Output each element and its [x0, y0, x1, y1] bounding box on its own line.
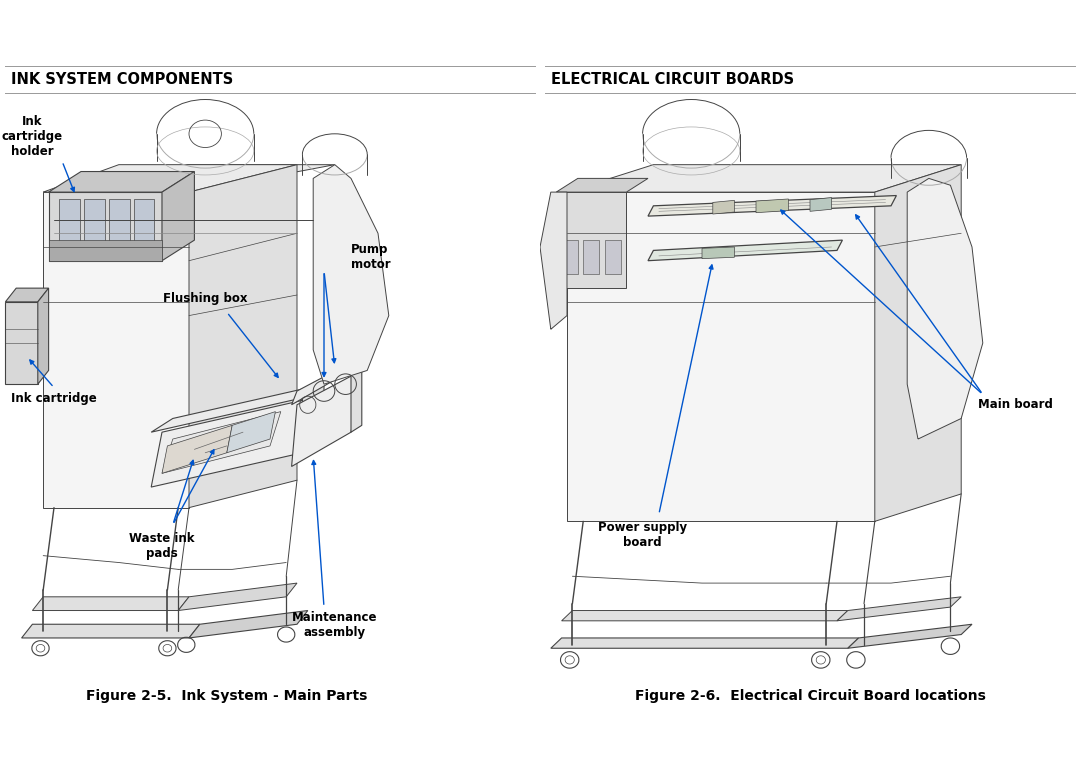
Polygon shape — [292, 371, 362, 466]
Polygon shape — [49, 240, 162, 261]
Text: Flushing box: Flushing box — [163, 292, 247, 305]
Polygon shape — [49, 172, 194, 192]
Polygon shape — [351, 357, 362, 432]
Polygon shape — [605, 240, 621, 275]
Polygon shape — [49, 192, 162, 261]
PathPatch shape — [540, 192, 567, 330]
Text: Maintenance
assembly: Maintenance assembly — [292, 610, 378, 639]
Text: Ink
cartridge
holder: Ink cartridge holder — [2, 114, 63, 158]
Polygon shape — [292, 357, 362, 404]
Polygon shape — [43, 165, 297, 192]
Polygon shape — [875, 165, 961, 521]
Polygon shape — [162, 425, 232, 473]
Polygon shape — [756, 199, 788, 213]
Polygon shape — [151, 398, 313, 487]
Polygon shape — [162, 172, 194, 261]
Polygon shape — [43, 192, 189, 507]
Polygon shape — [567, 165, 961, 192]
Text: Revision B: Revision B — [998, 14, 1071, 27]
Text: Figure 2-5.  Ink System - Main Parts: Figure 2-5. Ink System - Main Parts — [86, 689, 367, 703]
Text: 59: 59 — [1054, 739, 1071, 752]
Text: Main board: Main board — [977, 398, 1053, 411]
Text: EPSON Stylus Pro 7000: EPSON Stylus Pro 7000 — [9, 14, 172, 27]
Polygon shape — [551, 638, 859, 649]
Polygon shape — [837, 597, 961, 621]
Text: ELECTRICAL CIRCUIT BOARDS: ELECTRICAL CIRCUIT BOARDS — [551, 72, 794, 87]
Text: INK SYSTEM COMPONENTS: INK SYSTEM COMPONENTS — [11, 72, 233, 87]
Polygon shape — [562, 610, 848, 621]
Polygon shape — [5, 302, 38, 385]
Polygon shape — [227, 411, 275, 452]
Polygon shape — [22, 624, 200, 638]
Polygon shape — [702, 247, 734, 259]
Polygon shape — [32, 597, 189, 610]
Polygon shape — [162, 411, 281, 473]
Polygon shape — [178, 583, 297, 610]
Polygon shape — [848, 624, 972, 649]
Polygon shape — [713, 201, 734, 214]
Text: Component List & Illustrations: Component List & Illustrations — [432, 739, 648, 752]
Polygon shape — [810, 198, 832, 211]
Polygon shape — [562, 240, 578, 275]
Polygon shape — [151, 385, 324, 432]
Text: Figure 2-6.  Electrical Circuit Board locations: Figure 2-6. Electrical Circuit Board loc… — [635, 689, 985, 703]
Polygon shape — [567, 192, 875, 521]
Polygon shape — [583, 240, 599, 275]
Polygon shape — [84, 199, 105, 250]
Polygon shape — [189, 610, 308, 638]
Polygon shape — [302, 385, 324, 452]
Text: Operating Principles: Operating Principles — [9, 739, 152, 752]
Polygon shape — [43, 165, 335, 192]
Text: Waste ink
pads: Waste ink pads — [130, 532, 194, 559]
Text: Ink cartridge: Ink cartridge — [11, 392, 96, 405]
Polygon shape — [38, 288, 49, 385]
Polygon shape — [109, 199, 130, 250]
Text: Power supply
board: Power supply board — [598, 521, 687, 549]
Polygon shape — [5, 288, 49, 302]
Text: Pump
motor: Pump motor — [351, 243, 391, 271]
Polygon shape — [59, 199, 80, 250]
Polygon shape — [648, 240, 842, 261]
Polygon shape — [556, 179, 648, 192]
Polygon shape — [134, 199, 154, 250]
Polygon shape — [648, 195, 896, 216]
Polygon shape — [189, 165, 297, 507]
PathPatch shape — [907, 179, 983, 439]
Polygon shape — [556, 192, 626, 288]
PathPatch shape — [313, 165, 389, 385]
